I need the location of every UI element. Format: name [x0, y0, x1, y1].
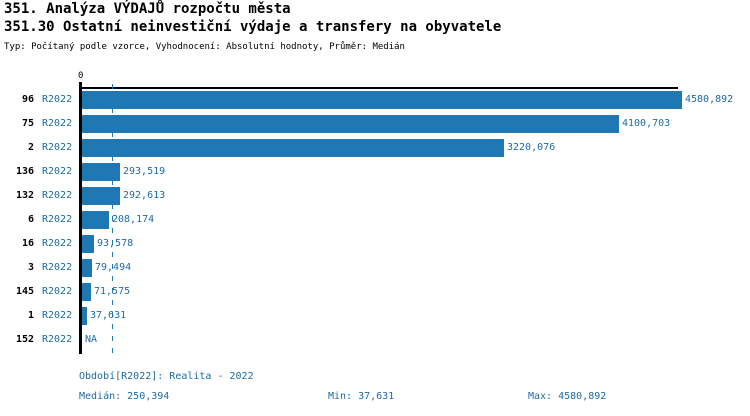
bar-row: 2 R2022 3220,076	[0, 137, 750, 161]
row-period-label: R2022	[42, 214, 73, 225]
bar-row: 1 R2022 37,631	[0, 305, 750, 329]
row-id-label: 16	[21, 238, 34, 249]
row-period-label: R2022	[42, 334, 73, 345]
bar-row: 145 R2022 71,575	[0, 281, 750, 305]
row-period-label: R2022	[42, 190, 73, 201]
row-period-label: R2022	[42, 166, 73, 177]
footer-median-label: Medián: 250,394	[79, 391, 170, 402]
chart-plot-area: 0 96 R2022 4580,892 75 R2022 4100,703 2 R2022 32…	[0, 60, 750, 360]
bar-value-label: 208,174	[112, 214, 155, 225]
x-axis-gridline	[112, 84, 113, 354]
bar	[82, 211, 109, 229]
bar-value-label: 37,631	[90, 310, 127, 321]
bar	[82, 91, 682, 109]
bar-row: 75 R2022 4100,703	[0, 113, 750, 137]
bar-row: 136 R2022 293,519	[0, 161, 750, 185]
bar	[82, 187, 120, 205]
bar	[82, 259, 92, 277]
bar-value-label: 4580,892	[685, 94, 734, 105]
row-period-label: R2022	[42, 238, 73, 249]
row-period-label: R2022	[42, 118, 73, 129]
bar-value-label: NA	[85, 334, 98, 345]
row-id-label: 132	[15, 190, 34, 201]
row-id-label: 96	[21, 94, 34, 105]
x-axis-zero-tick-label: 0	[78, 71, 84, 81]
bar-row: 6 R2022 208,174	[0, 209, 750, 233]
chart-meta-line: Typ: Počítaný podle vzorce, Vyhodnocení:…	[4, 42, 405, 52]
y-axis-line	[79, 82, 82, 354]
bar-value-label: 93,578	[97, 238, 134, 249]
bar-row: 16 R2022 93,578	[0, 233, 750, 257]
row-period-label: R2022	[42, 262, 73, 273]
bar	[82, 235, 94, 253]
bar-value-label: 3220,076	[507, 142, 556, 153]
row-id-label: 6	[27, 214, 34, 225]
bar-row: 96 R2022 4580,892	[0, 89, 750, 113]
bar	[82, 115, 619, 133]
bar-value-label: 292,613	[123, 190, 166, 201]
plot-top-spine	[81, 87, 678, 89]
bar	[82, 283, 91, 301]
footer-period-label: Období[R2022]: Realita - 2022	[79, 371, 254, 382]
row-id-label: 2	[27, 142, 34, 153]
page-title: 351. Analýza VÝDAJŮ rozpočtu města	[4, 1, 291, 17]
bar-value-label: 293,519	[123, 166, 166, 177]
row-id-label: 1	[27, 310, 34, 321]
chart-subtitle-title: 351.30 Ostatní neinvestiční výdaje a tra…	[4, 19, 502, 35]
bar	[82, 307, 87, 325]
bar-rows: 96 R2022 4580,892 75 R2022 4100,703 2 R2022 3220…	[0, 89, 750, 353]
bar	[82, 163, 120, 181]
row-period-label: R2022	[42, 142, 73, 153]
row-id-label: 75	[21, 118, 34, 129]
bar-value-label: 4100,703	[622, 118, 671, 129]
row-id-label: 145	[15, 286, 34, 297]
chart-title-block: 351. Analýza VÝDAJŮ rozpočtu města 351.3…	[4, 0, 501, 36]
row-period-label: R2022	[42, 94, 73, 105]
bar-row: 3 R2022 79,494	[0, 257, 750, 281]
row-id-label: 152	[15, 334, 34, 345]
footer-min-label: Min: 37,631	[328, 391, 395, 402]
row-id-label: 3	[27, 262, 34, 273]
row-id-label: 136	[15, 166, 34, 177]
row-period-label: R2022	[42, 286, 73, 297]
bar-value-label: 79,494	[95, 262, 132, 273]
footer-max-label: Max: 4580,892	[528, 391, 607, 402]
bar-value-label: 71,575	[94, 286, 131, 297]
bar	[82, 139, 504, 157]
bar-row: 132 R2022 292,613	[0, 185, 750, 209]
row-period-label: R2022	[42, 310, 73, 321]
bar-row: 152 R2022 NA	[0, 329, 750, 353]
